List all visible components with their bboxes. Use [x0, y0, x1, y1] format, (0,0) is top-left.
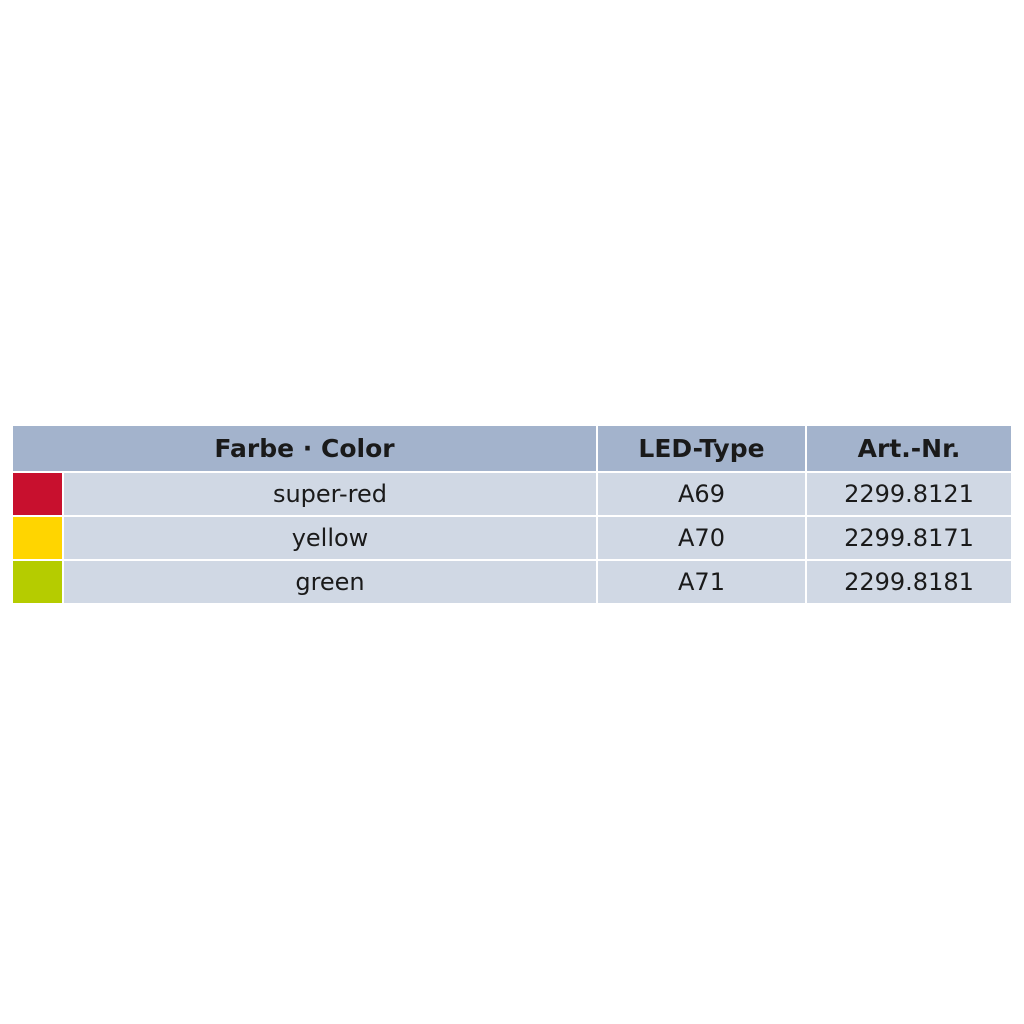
led-type-cell: A71 — [598, 561, 805, 603]
table-row: yellow A70 2299.8171 — [13, 517, 1011, 559]
header-led-type: LED-Type — [598, 426, 805, 471]
color-swatch — [13, 473, 62, 515]
color-swatch — [13, 561, 62, 603]
table-row: green A71 2299.8181 — [13, 561, 1011, 603]
table-row: super-red A69 2299.8121 — [13, 473, 1011, 515]
art-nr-cell: 2299.8181 — [807, 561, 1011, 603]
table-header-row: Farbe · Color LED-Type Art.-Nr. — [13, 426, 1011, 471]
color-swatch — [13, 517, 62, 559]
header-color: Farbe · Color — [13, 426, 596, 471]
color-cell: green — [64, 561, 596, 603]
header-art-nr: Art.-Nr. — [807, 426, 1011, 471]
led-type-cell: A70 — [598, 517, 805, 559]
color-cell: yellow — [64, 517, 596, 559]
color-cell: super-red — [64, 473, 596, 515]
led-color-table: Farbe · Color LED-Type Art.-Nr. super-re… — [13, 426, 1011, 605]
led-type-cell: A69 — [598, 473, 805, 515]
art-nr-cell: 2299.8121 — [807, 473, 1011, 515]
art-nr-cell: 2299.8171 — [807, 517, 1011, 559]
